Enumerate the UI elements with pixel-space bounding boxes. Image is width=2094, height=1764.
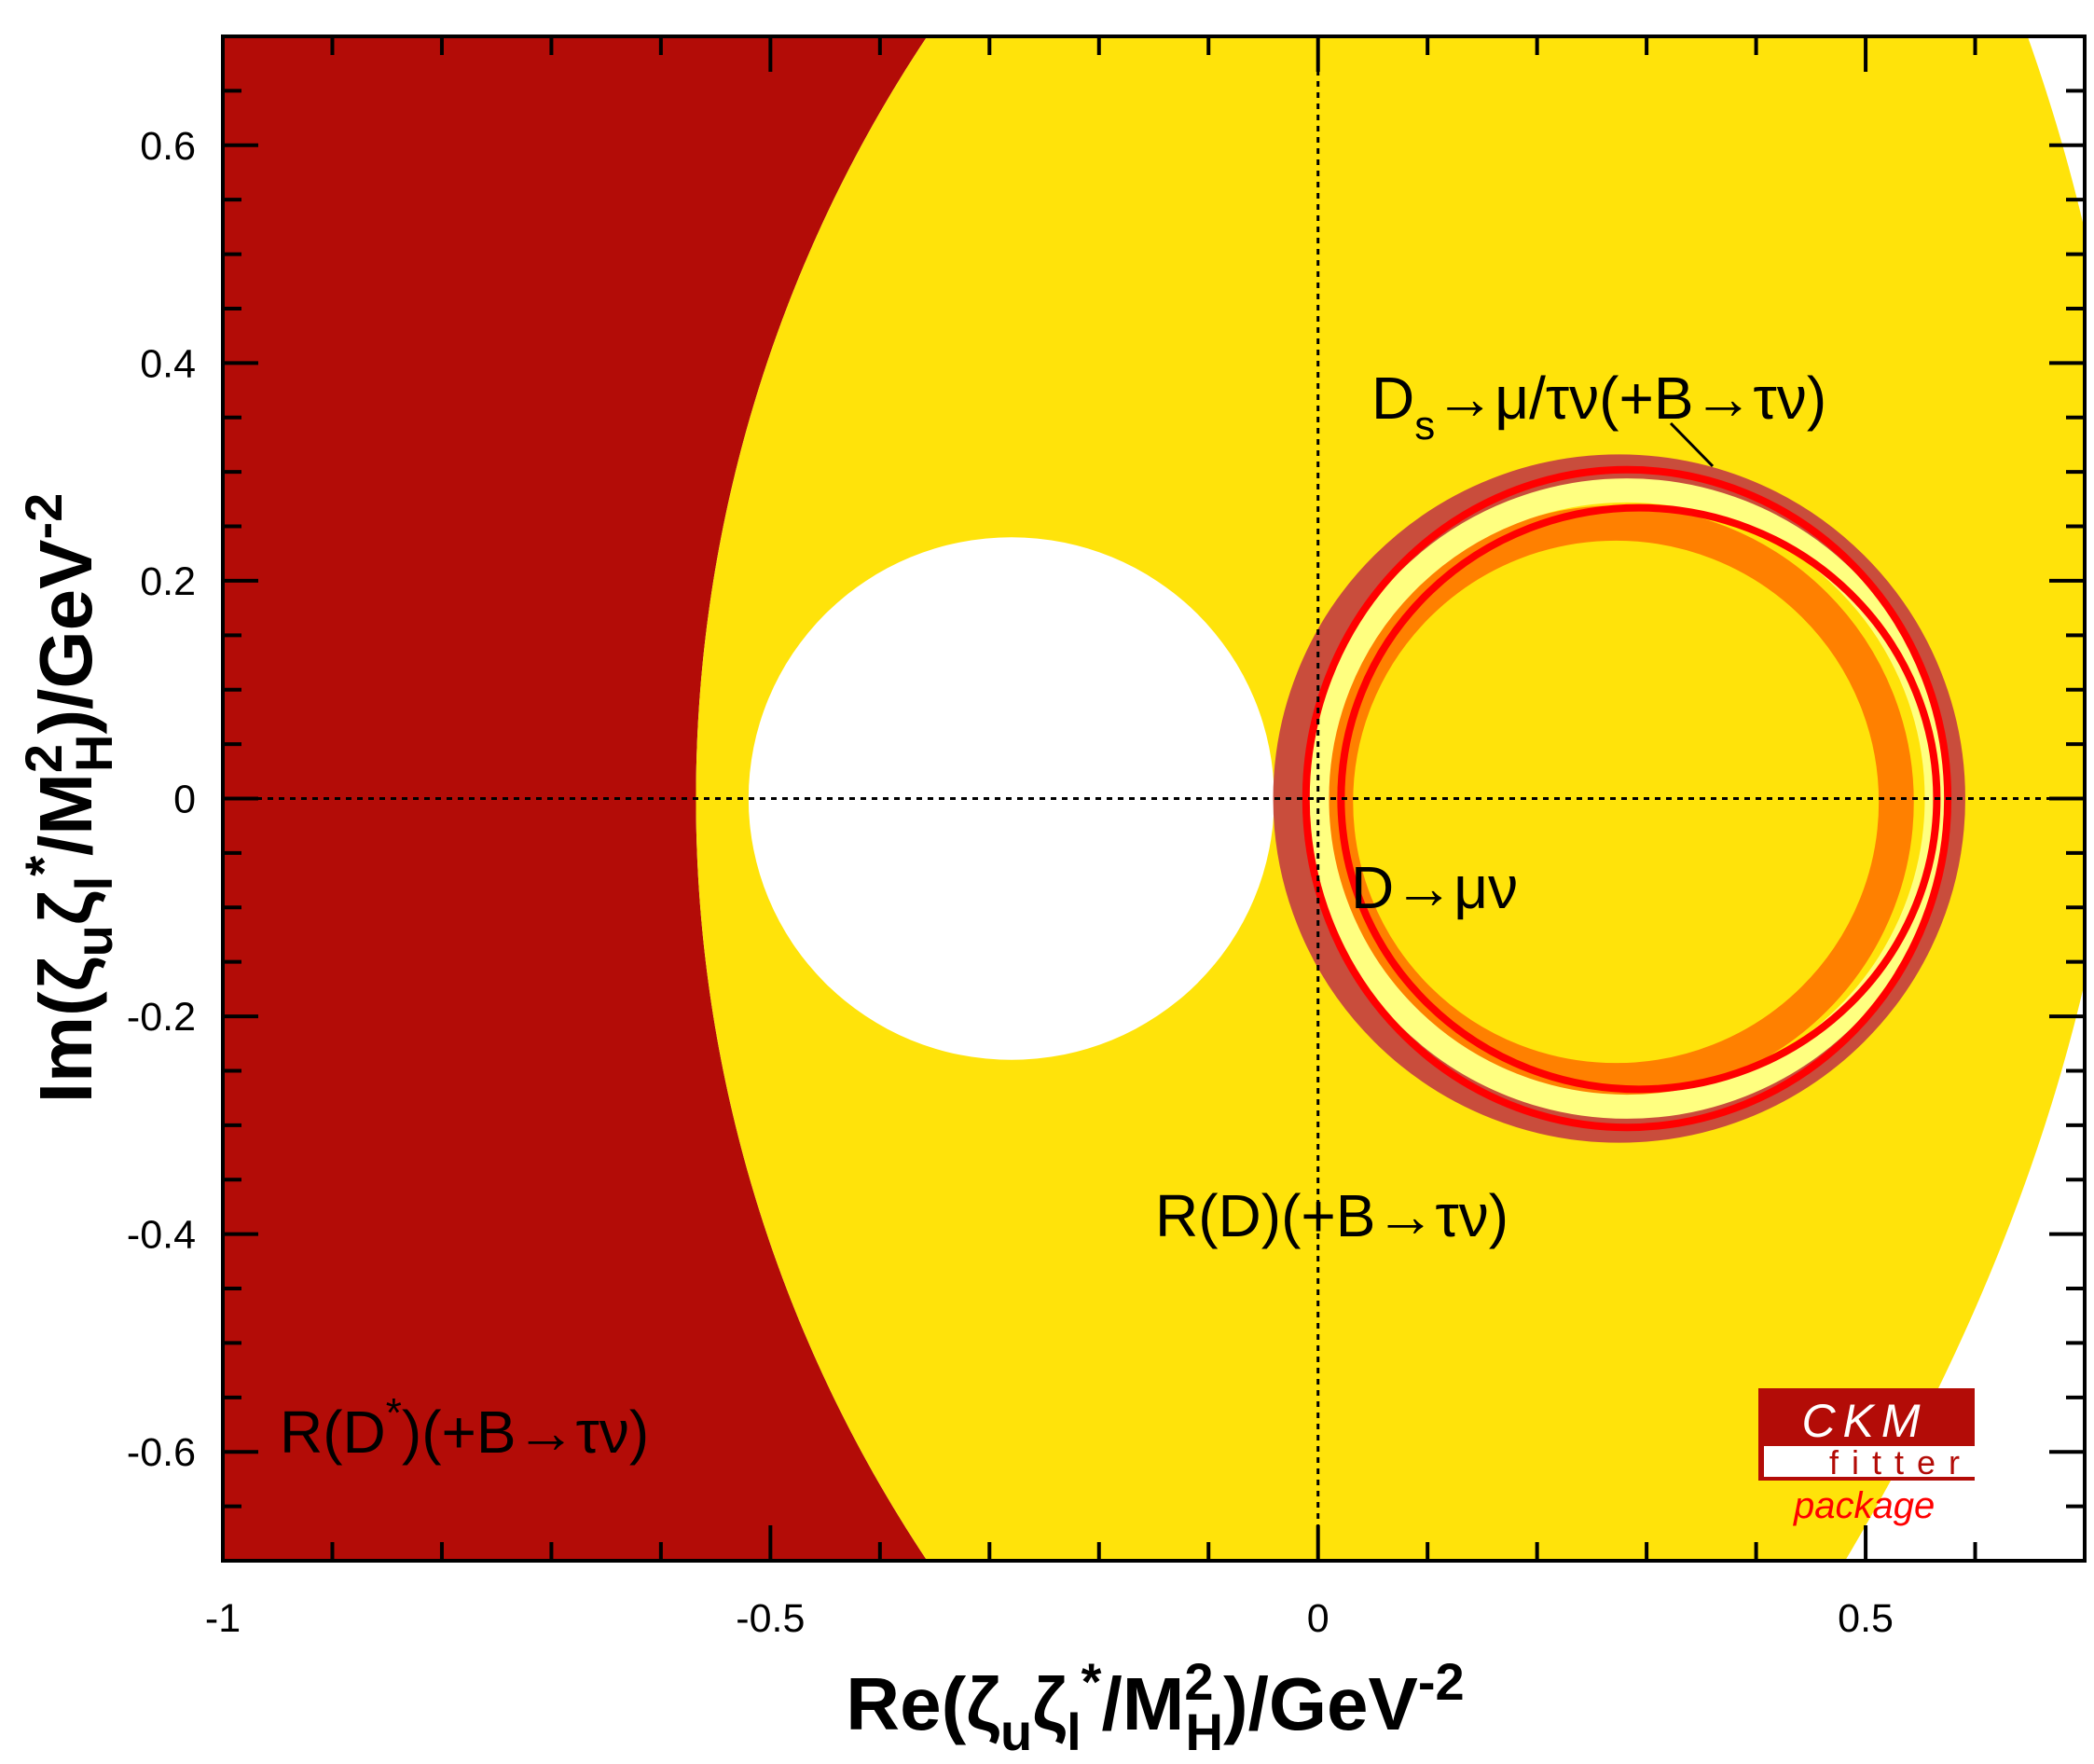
y-tick-label: 0.4 <box>140 341 196 386</box>
xlabel-part: l <box>1067 1702 1081 1761</box>
y-tick-label: -0.6 <box>127 1430 196 1475</box>
xlabel-part: )/GeV <box>1223 1662 1418 1745</box>
y-tick-label: 0.6 <box>140 124 196 169</box>
ylabel-part: ζ <box>24 890 107 925</box>
ylabel-part: Im(ζ <box>24 957 107 1103</box>
ylabel-part: u <box>64 925 123 957</box>
label-rdstar: R(D*)(+B→τν) <box>280 1390 649 1466</box>
svg-text:package: package <box>1793 1485 1935 1526</box>
xlabel-part: -2 <box>1418 1652 1465 1711</box>
x-tick-label: 0 <box>1307 1596 1329 1641</box>
ylabel-part: 2 <box>14 744 73 773</box>
xlabel-part: /M <box>1101 1662 1184 1745</box>
label-rd: R(D)(+B→τν) <box>1155 1182 1509 1249</box>
label-ds-mu-tau-nu: Ds→μ/τν(+B→τν) <box>1371 365 1826 448</box>
xlabel-part: Re(ζ <box>846 1662 1000 1745</box>
y-tick-label: -0.4 <box>127 1213 196 1258</box>
xlabel-part: * <box>1081 1652 1102 1711</box>
x-tick-label: -1 <box>205 1596 241 1641</box>
ylabel-part: * <box>14 856 73 876</box>
regions <box>223 36 2085 1561</box>
x-tick-label: 0.5 <box>1838 1596 1894 1641</box>
y-tick-label: -0.2 <box>127 995 196 1040</box>
label-d-mu-nu: D→μν <box>1351 854 1518 921</box>
plot-area <box>223 36 2085 1561</box>
svg-text:CKM: CKM <box>1801 1395 1927 1447</box>
xlabel-part: H <box>1186 1702 1223 1761</box>
ckmfitter-logo: CKM fitter package <box>1758 1388 1975 1526</box>
ylabel-part: -2 <box>14 493 73 540</box>
ylabel-part: )/GeV <box>24 540 107 735</box>
ylabel-part: H <box>64 735 123 772</box>
region-d-mu-nu <box>1317 505 1914 1098</box>
y-axis-title: Im(ζuζl*/M2H)/GeV-2 <box>14 493 123 1104</box>
svg-text:fitter: fitter <box>1829 1443 1973 1481</box>
xlabel-part: u <box>1000 1702 1032 1761</box>
y-tick-label: 0.2 <box>140 559 196 604</box>
xlabel-part: 2 <box>1184 1652 1213 1711</box>
x-axis-title: Re(ζuζl*/M2 H)/GeV-2 <box>846 1652 1464 1761</box>
ylabel-part: l <box>64 876 123 891</box>
ylabel-part: /M <box>24 773 107 856</box>
ds-label-pointer <box>1669 421 1715 468</box>
axes: -1 -0.5 0 0.5 0.6 0.4 0.2 0 -0.2 -0.4 -0.6 <box>127 34 2087 1641</box>
xlabel-part: ζ <box>1032 1662 1067 1745</box>
x-tick-label: -0.5 <box>736 1596 805 1641</box>
y-tick-label: 0 <box>173 778 196 822</box>
